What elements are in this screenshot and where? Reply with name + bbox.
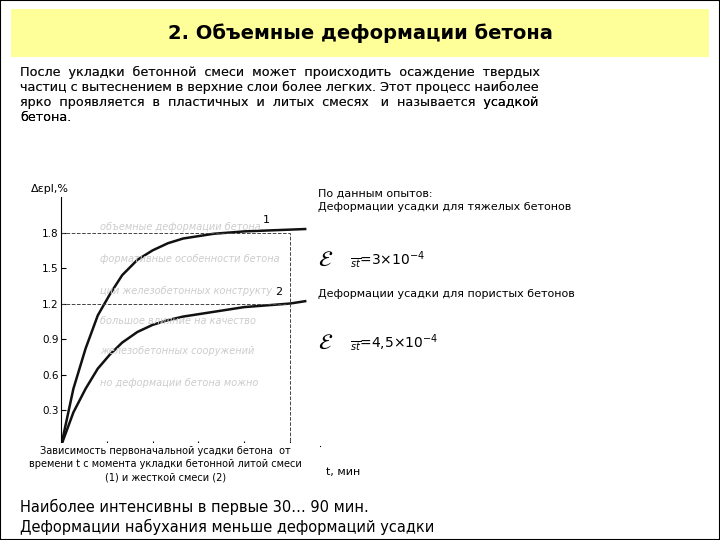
Text: Δεpl,%: Δεpl,%: [31, 184, 68, 193]
Text: После  укладки  бетонной  смеси  может  происходить  осаждение  твердых
частиц с: После укладки бетонной смеси может проис…: [20, 66, 540, 124]
Text: $_{\overline{st}}$=3×10$^{-4}$: $_{\overline{st}}$=3×10$^{-4}$: [350, 249, 425, 271]
Text: Деформации усадки для пористых бетонов: Деформации усадки для пористых бетонов: [318, 289, 575, 299]
Text: Деформации набухания меньше деформаций усадки: Деформации набухания меньше деформаций у…: [20, 519, 434, 535]
Text: После  укладки  бетонной  смеси  может  происходить  осаждение  твердых
частиц с: После укладки бетонной смеси может проис…: [20, 66, 540, 124]
Text: 1: 1: [263, 215, 269, 225]
Text: ции железобетонных конструкту: ции железобетонных конструкту: [100, 287, 272, 296]
Text: железобетонных сооружений: железобетонных сооружений: [100, 346, 254, 356]
Text: 2. Объемные деформации бетона: 2. Объемные деформации бетона: [168, 23, 552, 43]
Text: но деформации бетона можно: но деформации бетона можно: [100, 379, 258, 388]
Text: формативные особенности бетона: формативные особенности бетона: [100, 254, 279, 264]
Text: $_{\overline{st}}$=4,5×10$^{-4}$: $_{\overline{st}}$=4,5×10$^{-4}$: [350, 333, 438, 354]
Text: большое влияние на качество: большое влияние на качество: [100, 316, 256, 326]
Text: Зависимость первоначальной усадки бетона  от
времени t с момента укладки бетонно: Зависимость первоначальной усадки бетона…: [30, 446, 302, 482]
Text: По данным опытов:
Деформации усадки для тяжелых бетонов: По данным опытов: Деформации усадки для …: [318, 189, 571, 212]
Text: $\mathcal{E}$: $\mathcal{E}$: [318, 333, 333, 353]
Text: $\mathcal{E}$: $\mathcal{E}$: [318, 249, 333, 269]
Text: Наиболее интенсивны в первые 30… 90 мин.: Наиболее интенсивны в первые 30… 90 мин.: [20, 499, 369, 515]
Text: объемные деформации бетона: объемные деформации бетона: [100, 222, 261, 232]
Text: t, мин: t, мин: [326, 467, 361, 477]
Text: 2: 2: [274, 287, 282, 298]
Text: После  укладки  бетонной  смеси  может  происходить  осаждение  твердых
частиц с: После укладки бетонной смеси может проис…: [20, 66, 540, 109]
